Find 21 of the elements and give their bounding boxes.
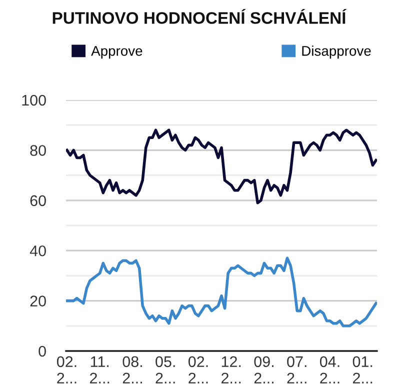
line-series bbox=[66, 128, 377, 204]
legend-label: Disapprove bbox=[302, 46, 371, 59]
line-series bbox=[66, 256, 377, 328]
x-tick-label: 09. 2... bbox=[254, 356, 274, 384]
x-tick-label: 01. 2... bbox=[352, 356, 372, 384]
y-tick-label: 100 bbox=[22, 94, 46, 106]
x-tick-label: 02. 2... bbox=[188, 356, 208, 384]
y-tick-label: 0 bbox=[38, 346, 46, 357]
x-tick-label: 12. 2... bbox=[222, 356, 241, 384]
y-tick-label: 20 bbox=[30, 296, 46, 306]
x-tick-label: 05. 2... bbox=[156, 356, 175, 384]
y-tick-label: 60 bbox=[30, 195, 46, 206]
chart-title: PUTINOVO HODNOCENÍ SCHVÁLENÍ bbox=[52, 8, 347, 24]
x-tick-label: 02. 2... bbox=[56, 356, 76, 384]
x-tick-label: 08. 2... bbox=[122, 356, 142, 384]
y-tick-label: 40 bbox=[30, 245, 46, 256]
legend-label: Approve bbox=[91, 46, 142, 59]
x-tick-label: 11. 2... bbox=[90, 356, 110, 384]
x-tick-label: 04. 2... bbox=[320, 356, 340, 384]
x-tick-label: 07. 2... bbox=[287, 356, 306, 384]
y-tick-label: 80 bbox=[30, 145, 46, 156]
